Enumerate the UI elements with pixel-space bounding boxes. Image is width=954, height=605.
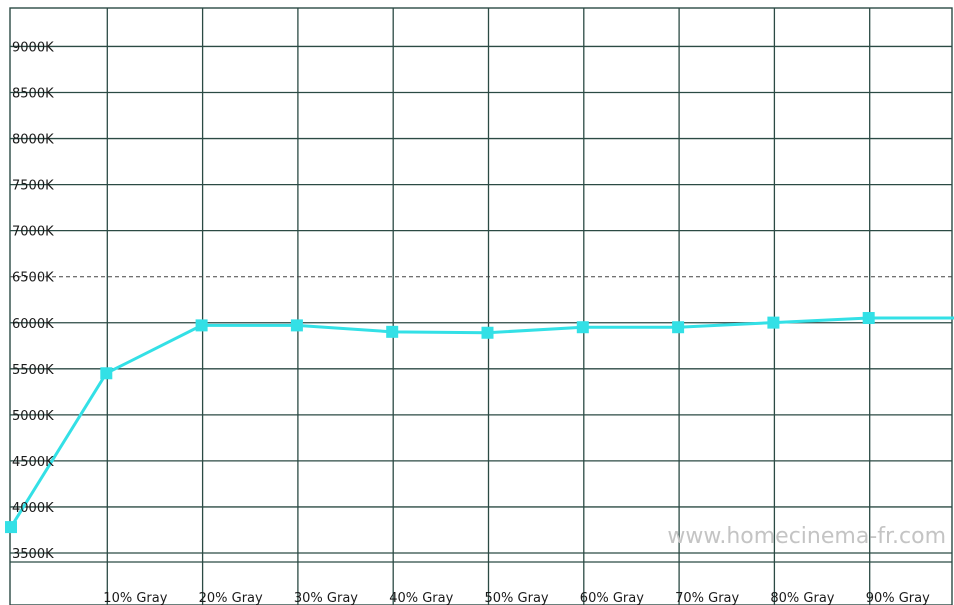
series-line: [9, 316, 954, 528]
y-tick-label: 8000K: [12, 133, 54, 148]
plot-frame: [9, 7, 953, 605]
data-point: [672, 321, 685, 334]
x-tick-label: 50% Gray: [485, 591, 549, 605]
data-point: [386, 325, 399, 338]
watermark-text: www.homecinema-fr.com: [667, 524, 946, 549]
x-tick-label: 10% Gray: [103, 591, 167, 605]
x-tick-label: 90% Gray: [866, 591, 930, 605]
series-layer: [5, 312, 954, 534]
data-point: [576, 321, 589, 334]
data-point: [862, 312, 875, 325]
y-axis-tick-labels: 3500K 4000K 4500K 5000K 5500K 6000K 6500K 7000K…: [12, 40, 54, 562]
y-tick-label: 9000K: [12, 40, 54, 55]
x-tick-label: 20% Gray: [199, 591, 263, 605]
y-tick-label: 4500K: [12, 455, 54, 470]
x-tick-label: 40% Gray: [389, 591, 453, 605]
data-point: [100, 367, 113, 380]
y-tick-label: 5500K: [12, 363, 54, 378]
x-tick-label: 80% Gray: [770, 591, 834, 605]
x-tick-label: 70% Gray: [675, 591, 739, 605]
data-point: [767, 316, 780, 329]
data-point: [290, 319, 303, 332]
y-tick-label: 3500K: [12, 547, 54, 562]
x-tick-label: 60% Gray: [580, 591, 644, 605]
y-tick-label: 6000K: [12, 317, 54, 332]
y-tick-label: 7500K: [12, 179, 54, 194]
y-tick-label: 4000K: [12, 501, 54, 516]
y-tick-label: 8500K: [12, 87, 54, 102]
data-point: [481, 326, 494, 339]
x-axis-tick-labels: 10% Gray 20% Gray 30% Gray 40% Gray 50% Gray…: [103, 591, 930, 605]
y-tick-label: 6500K: [12, 271, 54, 286]
grid: [9, 7, 953, 605]
data-point: [5, 521, 17, 534]
y-tick-label: 5000K: [12, 409, 54, 424]
x-tick-label: 30% Gray: [294, 591, 358, 605]
data-point: [195, 319, 208, 332]
y-tick-label: 7000K: [12, 225, 54, 240]
